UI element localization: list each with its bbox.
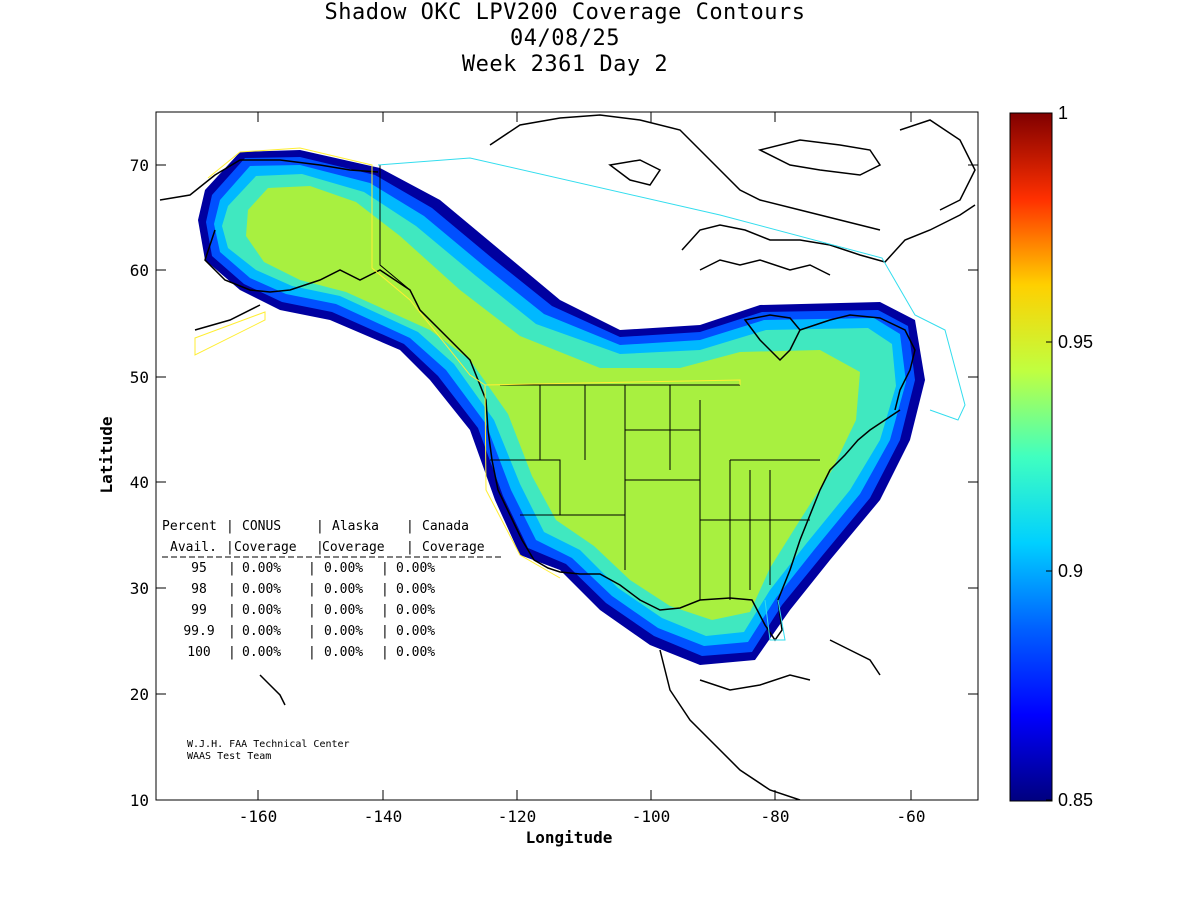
stats-sep: | — [226, 540, 234, 555]
stats-subheader-alaska: Coverage — [322, 540, 385, 555]
coverage-stats-table: Percent | CONUS | Alaska | Canada Avail.… — [162, 519, 502, 660]
stats-cell-pct: 95 — [191, 561, 207, 576]
colorbar-tick-label: 0.95 — [1058, 332, 1093, 352]
colorbar-ticks — [1046, 112, 1052, 801]
x-axis-label: Longitude — [526, 828, 613, 847]
state-boundaries — [379, 165, 820, 600]
stats-cell-conus: 0.00% — [242, 561, 281, 576]
stats-sep: | — [228, 582, 236, 597]
stats-cell-conus: 0.00% — [242, 603, 281, 618]
stats-cell-alaska: 0.00% — [324, 603, 363, 618]
credit-line1: W.J.H. FAA Technical Center — [187, 739, 350, 750]
stats-cell-canada: 0.00% — [396, 603, 435, 618]
chart-week: Week 2361 Day 2 — [461, 52, 669, 77]
stats-sep: | — [308, 603, 316, 618]
stats-cell-conus: 0.00% — [242, 624, 281, 639]
stats-sep: | — [308, 624, 316, 639]
stats-header-conus: CONUS — [242, 519, 281, 534]
plot-frame — [155, 111, 979, 801]
colorbar-tick-label: 0.85 — [1058, 790, 1093, 810]
y-tick-label: 50 — [130, 368, 149, 387]
stats-sep: | — [316, 519, 324, 534]
y-tick-label: 70 — [130, 156, 149, 175]
stats-sep: | — [381, 645, 389, 660]
stats-sep: | — [228, 603, 236, 618]
chart-title: Shadow OKC LPV200 Coverage Contours — [324, 0, 806, 25]
stats-sep: | — [381, 603, 389, 618]
stats-cell-canada: 0.00% — [396, 561, 435, 576]
coastlines — [159, 114, 976, 800]
stats-header-canada: Canada — [422, 519, 469, 534]
x-tick-label: -100 — [632, 807, 671, 826]
stats-cell-canada: 0.00% — [396, 624, 435, 639]
y-tick-label: 30 — [130, 579, 149, 598]
x-tick-label: -60 — [897, 807, 926, 826]
x-tick-label: -160 — [239, 807, 278, 826]
coverage-band-core — [246, 186, 860, 620]
colorbar-tick-label: 1 — [1058, 103, 1068, 123]
stats-sep: | — [308, 582, 316, 597]
stats-cell-alaska: 0.00% — [324, 645, 363, 660]
y-tick-label: 20 — [130, 685, 149, 704]
stats-cell-alaska: 0.00% — [324, 624, 363, 639]
stats-cell-alaska: 0.00% — [324, 582, 363, 597]
stats-header-percent: Percent — [162, 519, 217, 534]
x-tick-label: -80 — [761, 807, 790, 826]
stats-rows: 95 0.00% 0.00% 0.00% | | | 98 0.00% 0.00% 0.00% | | |… — [183, 561, 435, 660]
credit-line2: WAAS Test Team — [187, 751, 271, 762]
stats-sep: | — [228, 561, 236, 576]
stats-cell-pct: 100 — [187, 645, 210, 660]
stats-sep: | — [381, 561, 389, 576]
stats-sep: | — [308, 645, 316, 660]
stats-cell-canada: 0.00% — [396, 645, 435, 660]
y-tick-label: 40 — [130, 473, 149, 492]
stats-header-alaska: Alaska — [332, 519, 379, 534]
colorbar-tick-label: 0.9 — [1058, 561, 1083, 581]
stats-cell-pct: 99 — [191, 603, 207, 618]
stats-cell-pct: 98 — [191, 582, 207, 597]
x-ticks — [257, 112, 912, 800]
stats-subheader-conus: Coverage — [234, 540, 297, 555]
stats-cell-alaska: 0.00% — [324, 561, 363, 576]
stats-sep: | — [381, 582, 389, 597]
stats-sep: | — [226, 519, 234, 534]
colorbar — [1009, 112, 1053, 802]
chart-date: 04/08/25 — [510, 26, 620, 51]
stats-cell-conus: 0.00% — [242, 582, 281, 597]
stats-sep: | — [308, 561, 316, 576]
stats-sep: | — [228, 645, 236, 660]
stats-sep: | — [406, 519, 414, 534]
y-tick-label: 60 — [130, 261, 149, 280]
stats-sep: | — [406, 540, 414, 555]
x-tick-label: -140 — [364, 807, 403, 826]
stats-subheader-canada: Coverage — [422, 540, 485, 555]
stats-cell-canada: 0.00% — [396, 582, 435, 597]
x-tick-label: -120 — [498, 807, 537, 826]
stats-sep: | — [381, 624, 389, 639]
stats-cell-pct: 99.9 — [183, 624, 214, 639]
stats-sep: | — [316, 540, 324, 555]
stats-subheader-avail: Avail. — [170, 540, 217, 555]
stats-sep: | — [228, 624, 236, 639]
y-tick-label: 10 — [130, 791, 149, 810]
service-outline-cyan — [377, 157, 966, 641]
service-outline-yellow — [194, 147, 741, 579]
y-ticks — [156, 164, 978, 695]
y-axis-label: Latitude — [97, 416, 116, 493]
stats-cell-conus: 0.00% — [242, 645, 281, 660]
